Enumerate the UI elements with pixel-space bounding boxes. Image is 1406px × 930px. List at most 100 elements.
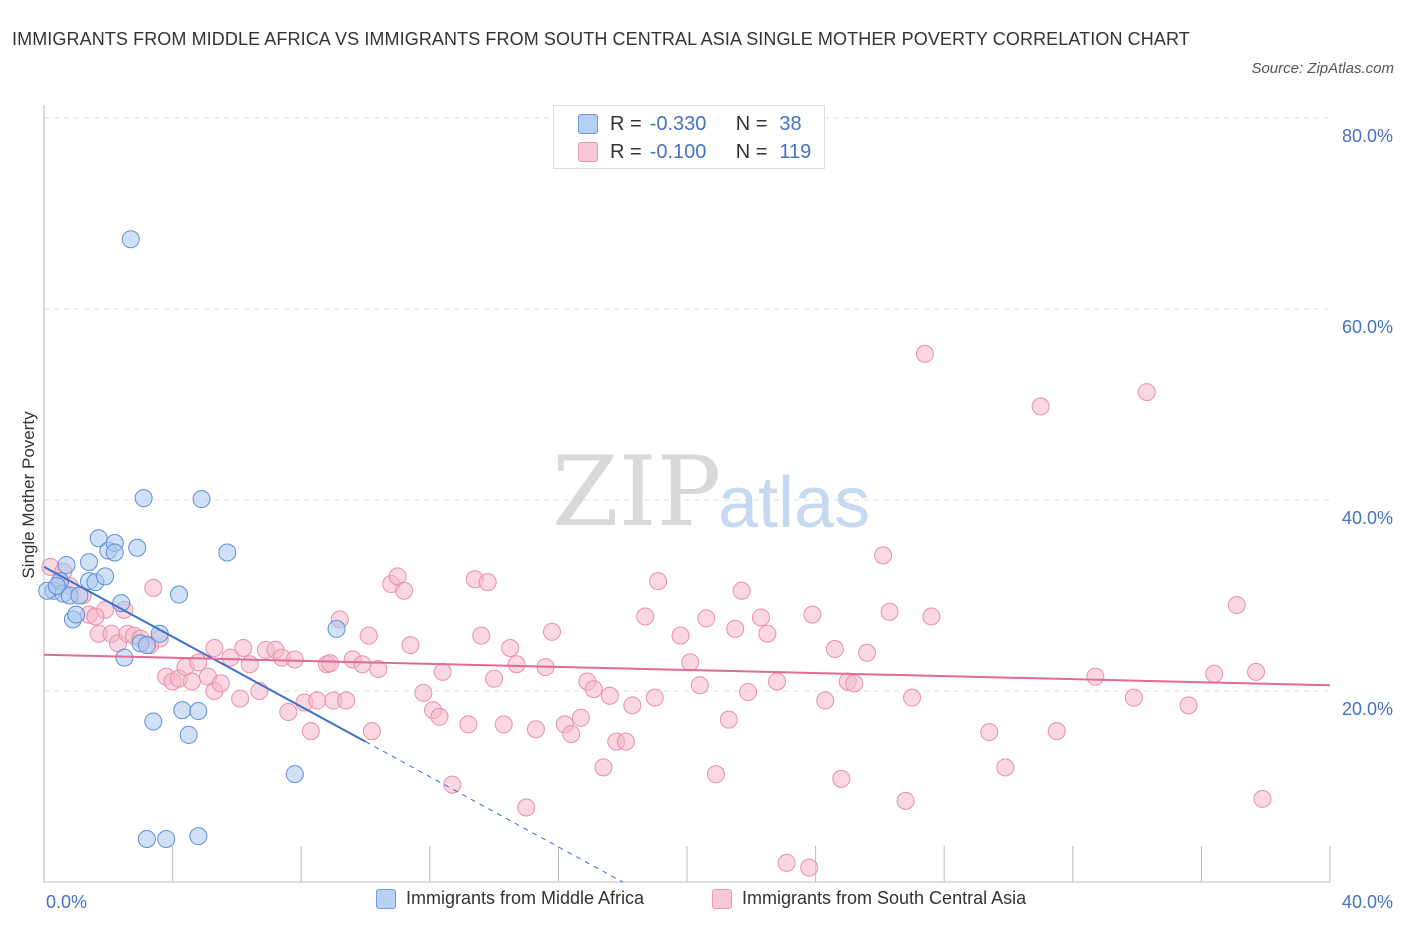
south-central-asia-point <box>485 669 504 688</box>
south-central-asia-point <box>240 655 259 674</box>
south-central-asia-point <box>1179 696 1198 715</box>
south-central-asia-point <box>231 689 250 708</box>
south-central-asia-point <box>321 654 340 673</box>
trend-line-south-central-asia <box>43 653 1331 687</box>
south-central-asia-point <box>395 581 414 600</box>
south-central-asia-point <box>903 688 922 707</box>
grid-lines <box>44 117 1330 692</box>
south-central-asia-point <box>459 715 478 734</box>
south-central-asia-point <box>832 769 851 788</box>
y-tick-label: 20.0% <box>1342 699 1393 719</box>
south-central-asia-point <box>205 639 224 658</box>
south-central-asia-point <box>645 688 664 707</box>
middle-africa-point <box>192 490 211 509</box>
south-central-asia-point <box>359 626 378 645</box>
tick-labels: 20.0% 40.0% 60.0% 80.0% 0.0% 40.0% <box>46 126 1393 912</box>
middle-africa-point <box>285 765 304 784</box>
south-central-asia-point <box>86 607 105 626</box>
south-central-asia-point <box>433 662 452 681</box>
south-central-asia-point <box>681 653 700 672</box>
south-central-asia-point <box>478 573 497 592</box>
middle-africa-point <box>128 538 147 557</box>
south-central-asia-point <box>337 691 356 710</box>
south-central-asia-point <box>732 581 751 600</box>
south-central-asia-point <box>706 765 725 784</box>
middle-africa-point <box>96 567 115 586</box>
bottom-legend-swatch-blue <box>376 888 396 909</box>
south-central-asia-point <box>594 758 613 777</box>
south-central-asia-point <box>211 674 230 693</box>
middle-africa-point <box>47 576 66 595</box>
series-south-central-asia-points <box>41 344 1272 877</box>
south-central-asia-point <box>1253 789 1272 808</box>
legend-r-value: -0.100 <box>649 140 707 163</box>
south-central-asia-point <box>751 608 770 627</box>
south-central-asia-point <box>234 639 253 658</box>
south-central-asia-point <box>816 691 835 710</box>
x-tick-label-max: 40.0% <box>1342 892 1393 912</box>
south-central-asia-point <box>600 686 619 705</box>
south-central-asia-point <box>800 858 819 877</box>
south-central-asia-point <box>1031 397 1050 416</box>
middle-africa-point <box>67 605 86 624</box>
legend-n-value: 38 <box>779 112 802 135</box>
south-central-asia-point <box>980 723 999 742</box>
legend-r-label: R = <box>610 112 642 135</box>
south-central-asia-point <box>896 791 915 810</box>
south-central-asia-point <box>739 682 758 701</box>
axes <box>43 105 1331 883</box>
south-central-asia-point <box>726 619 745 638</box>
chart-title: IMMIGRANTS FROM MIDDLE AFRICA VS IMMIGRA… <box>12 29 1190 49</box>
south-central-asia-point <box>507 655 526 674</box>
south-central-asia-point <box>1247 662 1266 681</box>
middle-africa-point <box>179 725 198 744</box>
legend-swatch-pink <box>578 142 598 162</box>
middle-africa-point <box>121 230 140 249</box>
middle-africa-point <box>80 553 99 572</box>
source-label: Source: ZipAtlas.com <box>1251 60 1394 77</box>
y-axis-label: Single Mother Poverty <box>19 411 38 579</box>
south-central-asia-point <box>494 715 513 734</box>
legend-n-value: 119 <box>779 140 812 163</box>
bottom-legend-label: Immigrants from Middle Africa <box>406 888 645 908</box>
middle-africa-point <box>189 827 208 846</box>
bottom-legend-swatch-pink <box>712 888 732 909</box>
watermark: ZIP atlas <box>552 436 870 548</box>
south-central-asia-point <box>221 648 240 667</box>
legend-n-label: N = <box>735 112 768 135</box>
legend-n-label: N = <box>735 140 768 163</box>
watermark-atlas: atlas <box>718 463 870 543</box>
correlation-legend: R = -0.330 N = 38 R = -0.100 N = 119 <box>553 105 825 169</box>
series-middle-africa-points <box>38 230 346 849</box>
trend-line-middle-africa <box>43 565 366 743</box>
y-tick-label: 80.0% <box>1342 126 1393 146</box>
south-central-asia-point <box>182 672 201 691</box>
watermark-zip: ZIP <box>552 436 721 548</box>
south-central-asia-point <box>584 680 603 699</box>
south-central-asia-point <box>517 798 536 817</box>
south-central-asia-point <box>874 546 893 565</box>
south-central-asia-point <box>623 696 642 715</box>
south-central-asia-point <box>1124 688 1143 707</box>
bottom-legend-label: Immigrants from South Central Asia <box>742 888 1027 908</box>
middle-africa-point <box>218 543 237 562</box>
south-central-asia-point <box>353 655 372 674</box>
trend-lines <box>43 565 1331 883</box>
south-central-asia-point <box>501 639 520 658</box>
bottom-legend-middle-africa: Immigrants from Middle Africa <box>376 888 644 909</box>
south-central-asia-point <box>915 344 934 363</box>
south-central-asia-point <box>362 722 381 741</box>
middle-africa-point <box>57 555 76 574</box>
middle-africa-point <box>144 712 163 731</box>
south-central-asia-point <box>189 653 208 672</box>
legend-r-label: R = <box>610 140 642 163</box>
south-central-asia-point <box>803 605 822 624</box>
middle-africa-point <box>327 619 346 638</box>
south-central-asia-point <box>144 578 163 597</box>
south-central-asia-point <box>996 758 1015 777</box>
y-tick-label: 40.0% <box>1342 508 1393 528</box>
south-central-asia-point <box>845 674 864 693</box>
south-central-asia-point <box>562 724 581 743</box>
y-tick-label: 60.0% <box>1342 317 1393 337</box>
